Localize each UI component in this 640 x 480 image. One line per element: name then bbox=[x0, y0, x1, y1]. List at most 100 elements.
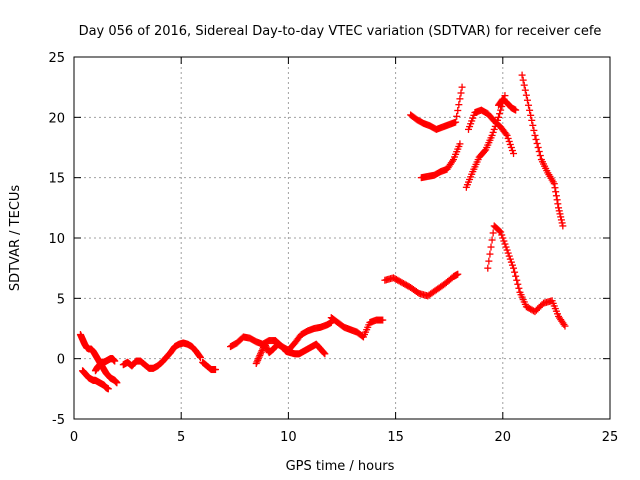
data-point-track-15 bbox=[518, 71, 526, 79]
data-point-track-9 bbox=[454, 270, 462, 278]
y-tick-label: 25 bbox=[48, 51, 65, 66]
data-point-track-12 bbox=[481, 147, 489, 155]
data-point-track-16 bbox=[486, 250, 494, 258]
data-point-track-13 bbox=[508, 147, 516, 155]
x-tick-label: 15 bbox=[387, 430, 404, 445]
data-point-track-7 bbox=[254, 356, 262, 364]
data-point-track-14 bbox=[512, 106, 520, 114]
x-tick-label: 10 bbox=[280, 430, 297, 445]
data-point-track-16 bbox=[514, 280, 522, 288]
data-point-track-13 bbox=[505, 137, 513, 145]
data-point-track-5 bbox=[212, 366, 220, 374]
data-point-track-7 bbox=[319, 348, 327, 356]
data-point-track-7 bbox=[253, 358, 261, 366]
y-tick-label: 5 bbox=[57, 292, 65, 307]
data-point-track-4 bbox=[196, 353, 204, 361]
data-point-track-16 bbox=[513, 276, 521, 284]
data-point-track-12 bbox=[497, 106, 505, 114]
x-tick-label: 0 bbox=[70, 430, 78, 445]
tick-labels: 0 5 10 15 20 25 -5 0 5 10 15 20 25 bbox=[48, 51, 618, 445]
data-point-track-16 bbox=[510, 264, 518, 272]
data-point-track-10 bbox=[453, 112, 461, 120]
data-point-track-7 bbox=[256, 351, 264, 359]
data-point-track-16 bbox=[511, 268, 519, 276]
data-point-track-16 bbox=[512, 272, 520, 280]
data-point-track-16 bbox=[505, 252, 513, 260]
data-point-track-4 bbox=[196, 352, 204, 360]
data-point-track-7 bbox=[321, 350, 329, 358]
data-point-track-11 bbox=[456, 140, 464, 148]
data-point-track-16 bbox=[561, 322, 569, 330]
data-point-track-16 bbox=[499, 234, 507, 242]
data-point-track-15 bbox=[521, 86, 529, 94]
y-tick-label: -5 bbox=[52, 413, 65, 428]
axis-ticks bbox=[73, 56, 611, 420]
y-axis-label: SDTVAR / TECUs bbox=[8, 185, 23, 292]
data-point-track-16 bbox=[497, 228, 505, 236]
data-point-track-15 bbox=[527, 111, 535, 119]
grid bbox=[74, 57, 610, 419]
y-tick-label: 15 bbox=[48, 172, 65, 187]
data-point-track-15 bbox=[529, 121, 537, 129]
data-point-track-13 bbox=[502, 130, 510, 138]
data-point-track-15 bbox=[551, 184, 559, 192]
data-point-track-16 bbox=[560, 320, 568, 328]
data-point-track-15 bbox=[554, 200, 562, 208]
data-point-track-16 bbox=[504, 249, 512, 257]
data-point-track-15 bbox=[557, 216, 565, 224]
data-point-track-15 bbox=[535, 148, 543, 156]
data-point-track-7 bbox=[258, 347, 266, 355]
data-point-track-15 bbox=[523, 96, 531, 104]
data-point-track-1 bbox=[113, 379, 121, 387]
data-point-track-15 bbox=[557, 213, 565, 221]
data-point-track-15 bbox=[559, 222, 567, 230]
data-point-track-7 bbox=[254, 355, 262, 363]
data-point-track-11 bbox=[448, 157, 456, 165]
data-point-track-16 bbox=[489, 229, 497, 237]
data-point-track-13 bbox=[507, 144, 515, 151]
data-point-track-16 bbox=[487, 243, 495, 251]
data-point-track-15 bbox=[519, 76, 527, 84]
data-point-track-12 bbox=[495, 113, 503, 121]
x-tick-label: 25 bbox=[602, 430, 619, 445]
y-tick-label: 20 bbox=[48, 111, 65, 126]
data-point-track-13 bbox=[503, 131, 511, 139]
data-point-track-10 bbox=[452, 118, 460, 126]
data-point-track-15 bbox=[552, 188, 560, 196]
data-point-track-7 bbox=[320, 349, 328, 357]
data-point-track-10 bbox=[457, 89, 465, 97]
data-point-track-10 bbox=[454, 106, 462, 114]
data-point-track-10 bbox=[456, 95, 464, 103]
data-point-track-12 bbox=[488, 131, 496, 139]
data-point-track-2 bbox=[104, 385, 112, 393]
data-point-track-8 bbox=[379, 316, 387, 324]
data-point-track-15 bbox=[555, 204, 563, 212]
y-tick-label: 10 bbox=[48, 232, 65, 247]
data-point-track-15 bbox=[550, 180, 558, 188]
data-point-track-15 bbox=[556, 210, 564, 218]
data-point-track-15 bbox=[555, 207, 563, 215]
data-point-track-16 bbox=[508, 261, 516, 269]
chart-title: Day 056 of 2016, Sidereal Day-to-day VTE… bbox=[79, 24, 602, 39]
data-point-track-15 bbox=[534, 144, 542, 151]
data-point-track-16 bbox=[500, 237, 508, 245]
data-point-track-15 bbox=[528, 116, 536, 124]
x-axis-label: GPS time / hours bbox=[286, 459, 395, 474]
data-point-track-12 bbox=[489, 128, 497, 136]
data-point-track-15 bbox=[526, 106, 534, 114]
data-point-track-15 bbox=[520, 81, 528, 89]
data-point-track-16 bbox=[507, 258, 515, 266]
data-point-track-15 bbox=[531, 131, 539, 139]
y-tick-label: 0 bbox=[57, 353, 65, 368]
data-point-track-16 bbox=[502, 243, 510, 251]
data-point-track-16 bbox=[506, 255, 514, 263]
data-point-track-7 bbox=[252, 359, 260, 367]
data-point-track-15 bbox=[533, 139, 541, 147]
data-point-track-7 bbox=[255, 353, 263, 361]
data-point-track-16 bbox=[501, 240, 509, 248]
data-point-track-12 bbox=[490, 125, 498, 133]
data-point-track-13 bbox=[510, 150, 518, 158]
x-tick-label: 20 bbox=[495, 430, 512, 445]
data-point-track-16 bbox=[488, 236, 496, 244]
